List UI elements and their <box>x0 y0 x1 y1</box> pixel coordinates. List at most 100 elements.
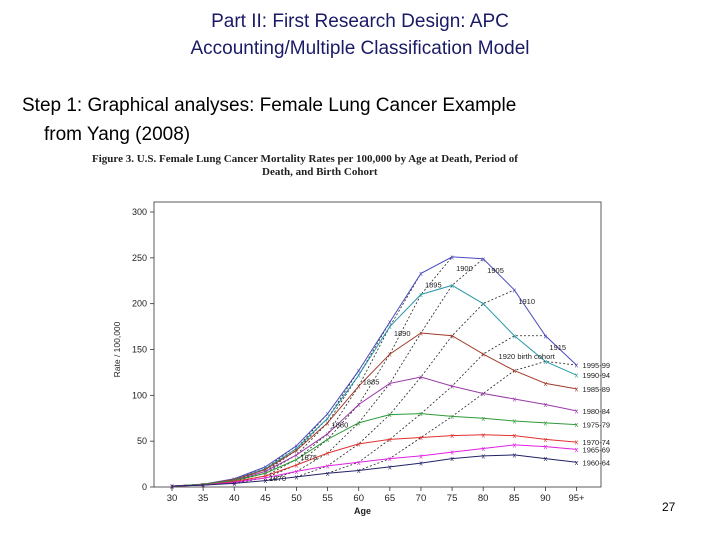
x-tick-label: 60 <box>353 493 364 504</box>
data-point: x <box>295 452 299 459</box>
x-tick-label: 85 <box>509 493 520 504</box>
step-line2: from Yang (2008) <box>44 124 191 145</box>
data-point: x <box>544 381 548 388</box>
data-point: x <box>575 422 579 429</box>
series-label: 1990-94 <box>583 371 611 380</box>
x-tick-label: 75 <box>447 493 458 504</box>
data-point: x <box>170 484 174 491</box>
data-point: x <box>450 283 454 290</box>
data-point: x <box>170 484 174 491</box>
data-point: x <box>481 453 485 460</box>
data-point: x <box>544 420 548 427</box>
data-point: x <box>170 484 174 491</box>
step-text: Step 1: Graphical analyses: Female Lung … <box>22 91 712 149</box>
cohort-label: 1895 <box>425 280 442 289</box>
cohort-label: 1870 <box>269 474 286 483</box>
data-point: x <box>419 292 423 299</box>
data-point: x <box>357 420 361 427</box>
x-tick-label: 35 <box>198 493 209 504</box>
series-label: 1995-99 <box>583 361 611 370</box>
data-point: x <box>575 447 579 454</box>
series-line-1980-84 <box>171 376 577 487</box>
data-point: x <box>513 433 517 440</box>
data-point: x <box>357 460 361 467</box>
y-tick-label: 0 <box>142 482 147 492</box>
data-point: x <box>481 301 485 308</box>
data-point: x <box>170 484 174 491</box>
figure-caption-line2: Death, and Birth Cohort <box>262 166 378 178</box>
data-point: x <box>450 254 454 261</box>
figure-caption-line1: Figure 3. U.S. Female Lung Cancer Mortal… <box>92 153 518 165</box>
y-tick-label: 150 <box>132 345 147 355</box>
series-line-1995-99 <box>171 256 577 487</box>
cohort-line <box>358 361 577 471</box>
page-number: 27 <box>662 500 676 514</box>
data-point: x <box>419 453 423 460</box>
data-point: x <box>481 391 485 398</box>
data-point: x <box>264 471 268 478</box>
data-point: x <box>170 484 174 491</box>
series-label: 1980-84 <box>583 407 611 416</box>
cohort-label: 1900 <box>456 264 473 273</box>
data-point: x <box>326 451 330 458</box>
data-point: x <box>513 419 517 426</box>
data-point: x <box>326 411 330 418</box>
series-line-1970-74 <box>171 434 577 487</box>
slide-title: Part II: First Research Design: APC Acco… <box>0 8 720 62</box>
data-point: x <box>544 359 548 366</box>
data-point: x <box>201 483 205 490</box>
series-label: 1960-64 <box>583 458 611 467</box>
data-point: x <box>513 397 517 404</box>
data-point: x <box>170 484 174 491</box>
data-point: x <box>326 420 330 427</box>
y-tick-label: 100 <box>132 390 147 400</box>
plot-frame <box>153 201 602 488</box>
data-point: x <box>575 408 579 415</box>
x-tick-label: 40 <box>229 493 240 504</box>
data-point: x <box>575 373 579 380</box>
data-point: x <box>357 373 361 380</box>
y-tick-label: 300 <box>132 207 147 217</box>
line-chart: 0 50 100 150 200 250 300 30 35 40 45 50 55 60 65 70 75 80… <box>112 201 610 516</box>
data-point: x <box>388 412 392 419</box>
cohort-label: 1885 <box>363 378 380 387</box>
data-point: x <box>544 333 548 340</box>
data-point: x <box>388 456 392 463</box>
data-point: x <box>357 441 361 448</box>
x-tick-label: 80 <box>478 493 489 504</box>
data-point: x <box>295 443 299 450</box>
data-point: x <box>419 375 423 382</box>
y-tick-label: 200 <box>132 299 147 309</box>
data-point: x <box>481 256 485 263</box>
data-point: x <box>388 324 392 331</box>
data-point: x <box>481 446 485 453</box>
data-point: x <box>450 384 454 391</box>
data-point: x <box>544 402 548 409</box>
data-point: x <box>481 416 485 423</box>
figure-caption: Figure 3. U.S. Female Lung Cancer Mortal… <box>92 153 652 179</box>
data-point: x <box>326 471 330 478</box>
y-tick-label: 50 <box>137 436 147 446</box>
data-point: x <box>357 402 361 409</box>
data-point: x <box>513 442 517 449</box>
data-point: x <box>450 414 454 421</box>
data-point: x <box>481 432 485 439</box>
cohort-label: 1890 <box>394 329 411 338</box>
x-tick-label: 50 <box>291 493 302 504</box>
data-point: x <box>357 468 361 475</box>
data-point: x <box>544 437 548 444</box>
data-point: x <box>170 484 174 491</box>
data-point: x <box>326 463 330 470</box>
series-label: 1985-89 <box>583 385 611 394</box>
data-point: x <box>388 381 392 388</box>
data-point: x <box>357 368 361 375</box>
x-axis-label: Age <box>354 506 371 516</box>
x-tick-label: 90 <box>540 493 551 504</box>
data-point: x <box>513 452 517 459</box>
data-point: x <box>170 484 174 491</box>
data-point: x <box>264 475 268 482</box>
series-label: 1965-69 <box>583 445 611 454</box>
series-line-1985-89 <box>171 332 577 487</box>
